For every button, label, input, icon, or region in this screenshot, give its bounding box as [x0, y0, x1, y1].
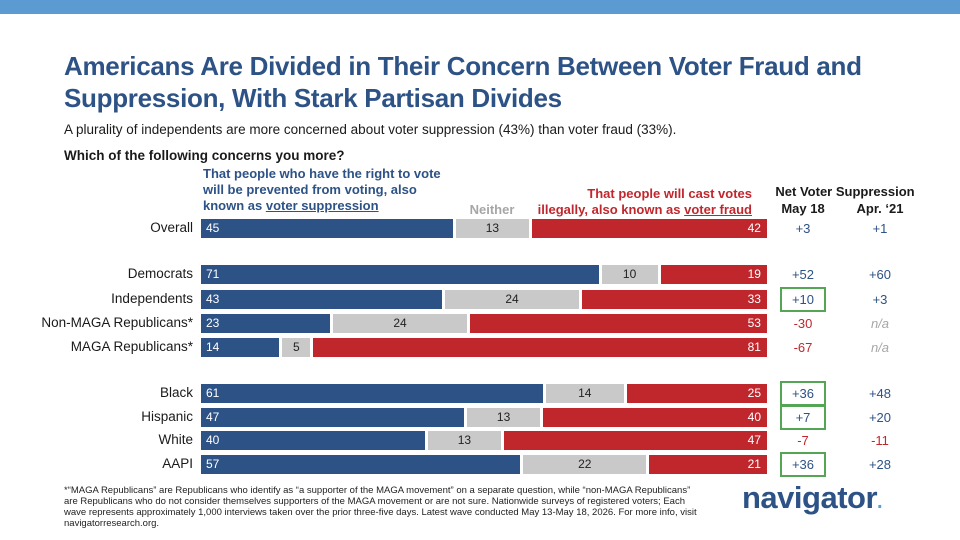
- bar-suppression: 40: [201, 431, 425, 450]
- net-may18-value: -67: [793, 340, 813, 355]
- bar-suppression: 43: [201, 290, 442, 309]
- header-left-line3: known as voter suppression: [203, 198, 463, 214]
- net-col-apr21-header: Apr. ‘21: [856, 201, 904, 216]
- header-left-line1: That people who have the right to vote: [203, 166, 441, 181]
- bar-neither: 24: [444, 290, 580, 309]
- net-may18-value: -30: [793, 316, 813, 331]
- net-may18-value: +10: [780, 287, 826, 312]
- row-label: Democrats: [127, 266, 193, 281]
- net-col-may18-header: May 18: [781, 201, 825, 216]
- header-voter-suppression: That people who have the right to vote w…: [203, 166, 463, 214]
- bar-neither: 13: [428, 431, 501, 450]
- net-apr21-value: n/a: [870, 316, 890, 331]
- bar-suppression: 14: [201, 338, 280, 357]
- bar-fraud: 81: [313, 338, 767, 357]
- header-right-underlined: voter fraud: [684, 202, 752, 217]
- row-label: MAGA Republicans*: [70, 339, 193, 354]
- bar-suppression: 47: [201, 408, 465, 427]
- bar-neither: 22: [523, 455, 647, 474]
- question-text: Which of the following concerns you more…: [64, 148, 345, 163]
- header-left-underlined: voter suppression: [265, 198, 379, 213]
- logo-text: navigator: [742, 480, 878, 515]
- net-apr21-value: -11: [871, 433, 889, 448]
- logo-dot: .: [877, 491, 883, 513]
- bar-neither: 10: [601, 265, 658, 284]
- subtitle: A plurality of independents are more con…: [64, 122, 677, 137]
- row-label: Black: [159, 385, 193, 400]
- top-accent-bar: [0, 0, 960, 14]
- header-left-line2: will be prevented from voting, also: [203, 182, 417, 197]
- header-left-prefix: known as: [203, 198, 266, 213]
- row-label: Non-MAGA Republicans*: [41, 315, 193, 330]
- net-voter-suppression-title: Net Voter Suppression: [775, 184, 915, 199]
- header-voter-fraud: That people will cast votes illegally, a…: [492, 186, 752, 218]
- net-may18-value: +36: [780, 452, 826, 477]
- net-may18-value: +7: [780, 405, 826, 430]
- net-may18-value: -7: [797, 433, 809, 448]
- net-may18-value: +52: [791, 267, 815, 282]
- bar-fraud: 53: [470, 314, 767, 333]
- net-may18-value: +36: [780, 381, 826, 406]
- bar-neither: 5: [282, 338, 311, 357]
- row-label: Overall: [150, 220, 193, 235]
- header-right-line2: illegally, also known as voter fraud: [492, 202, 752, 218]
- net-apr21-value: +3: [872, 292, 888, 307]
- net-apr21-value: +1: [872, 221, 888, 236]
- net-apr21-value: +48: [868, 386, 892, 401]
- navigator-logo: navigator.: [742, 480, 883, 516]
- bar-fraud: 19: [660, 265, 767, 284]
- row-label: White: [158, 432, 193, 447]
- bar-fraud: 33: [582, 290, 767, 309]
- page-title: Americans Are Divided in Their Concern B…: [64, 51, 862, 113]
- net-apr21-value: +20: [868, 410, 892, 425]
- bar-suppression: 45: [201, 219, 453, 238]
- bar-neither: 24: [332, 314, 468, 333]
- bar-fraud: 42: [531, 219, 767, 238]
- header-right-line1: That people will cast votes: [587, 186, 752, 201]
- bar-fraud: 47: [503, 431, 767, 450]
- bar-fraud: 25: [627, 384, 767, 403]
- header-right-prefix: illegally, also known as: [537, 202, 685, 217]
- bar-suppression: 71: [201, 265, 599, 284]
- row-label: Independents: [111, 291, 193, 306]
- bar-fraud: 40: [543, 408, 767, 427]
- row-label: Hispanic: [141, 409, 193, 424]
- bar-suppression: 57: [201, 455, 521, 474]
- net-apr21-value: n/a: [870, 340, 890, 355]
- net-may18-value: +3: [795, 221, 811, 236]
- header-neither: Neither: [469, 202, 515, 217]
- net-apr21-value: +28: [868, 457, 892, 472]
- net-apr21-value: +60: [868, 267, 892, 282]
- bar-suppression: 23: [201, 314, 330, 333]
- bar-fraud: 21: [649, 455, 767, 474]
- bar-neither: 13: [456, 219, 529, 238]
- bar-neither: 14: [545, 384, 624, 403]
- row-label: AAPI: [162, 456, 193, 471]
- bar-neither: 13: [467, 408, 540, 427]
- bar-suppression: 61: [201, 384, 543, 403]
- footnote: *“MAGA Republicans” are Republicans who …: [64, 485, 697, 529]
